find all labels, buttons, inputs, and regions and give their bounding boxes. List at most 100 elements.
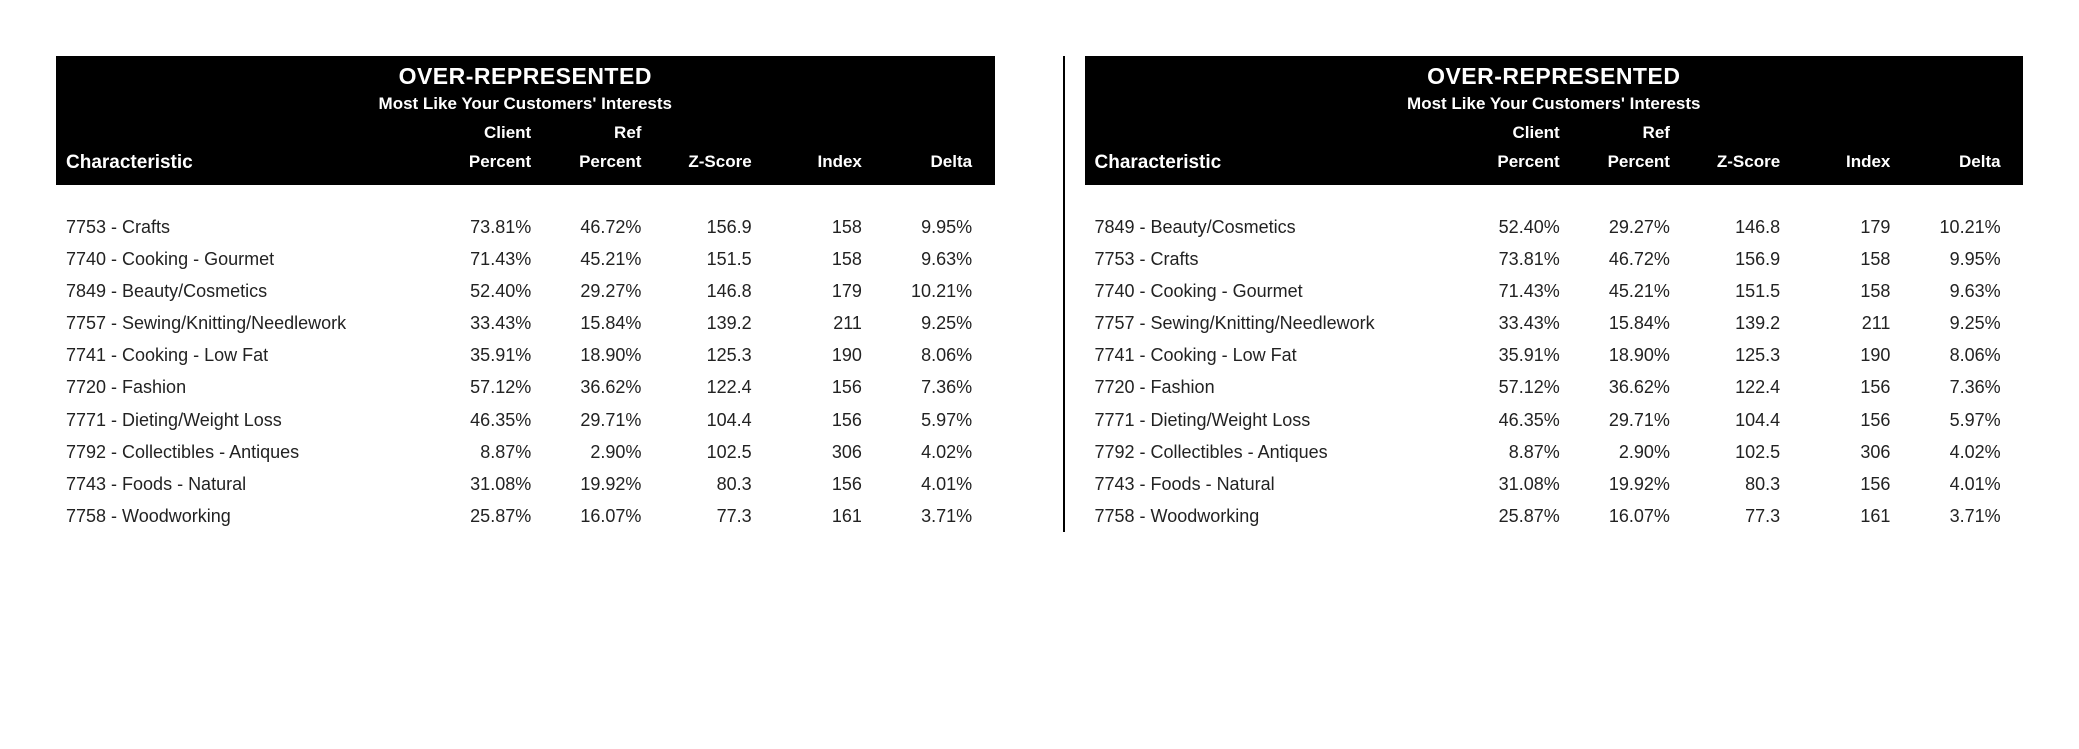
cell-zscore: 156.9 (641, 214, 751, 240)
cell-zscore: 77.3 (641, 503, 751, 529)
cell-client-percent: 52.40% (421, 278, 531, 304)
table-row: 7720 - Fashion57.12%36.62%122.41567.36% (56, 371, 995, 403)
table-row: 7792 - Collectibles - Antiques8.87%2.90%… (56, 436, 995, 468)
header-subtitle: Most Like Your Customers' Interests (1095, 93, 2014, 114)
cell-index: 156 (752, 407, 862, 433)
cell-characteristic: 7758 - Woodworking (66, 503, 421, 529)
cell-characteristic: 7792 - Collectibles - Antiques (1095, 439, 1450, 465)
cell-client-percent: 73.81% (1450, 246, 1560, 272)
cell-index: 211 (1780, 310, 1890, 336)
cell-ref-percent: 36.62% (531, 374, 641, 400)
cell-characteristic: 7743 - Foods - Natural (1095, 471, 1450, 497)
cell-delta: 10.21% (1890, 214, 2000, 240)
page: OVER-REPRESENTED Most Like Your Customer… (0, 0, 2079, 572)
cell-index: 158 (1780, 246, 1890, 272)
col-ref-percent: Percent (531, 151, 641, 175)
cell-ref-percent: 29.71% (531, 407, 641, 433)
cell-index: 156 (752, 374, 862, 400)
cell-client-percent: 46.35% (1450, 407, 1560, 433)
cell-ref-percent: 15.84% (1560, 310, 1670, 336)
cell-delta: 9.95% (862, 214, 972, 240)
cell-zscore: 125.3 (1670, 342, 1780, 368)
cell-client-percent: 31.08% (421, 471, 531, 497)
table-header: OVER-REPRESENTED Most Like Your Customer… (1085, 56, 2024, 185)
cell-delta: 3.71% (862, 503, 972, 529)
cell-client-percent: 8.87% (421, 439, 531, 465)
cell-delta: 4.01% (1890, 471, 2000, 497)
cell-zscore: 139.2 (641, 310, 751, 336)
cell-index: 158 (752, 214, 862, 240)
table-row: 7741 - Cooking - Low Fat35.91%18.90%125.… (1085, 339, 2024, 371)
cell-client-percent: 33.43% (421, 310, 531, 336)
cell-delta: 4.02% (1890, 439, 2000, 465)
table-body-right: 7849 - Beauty/Cosmetics52.40%29.27%146.8… (1085, 185, 2024, 532)
col-zscore: Z-Score (1670, 151, 1780, 175)
cell-client-percent: 71.43% (1450, 278, 1560, 304)
col-ref-percent: Percent (1560, 151, 1670, 175)
cell-characteristic: 7740 - Cooking - Gourmet (1095, 278, 1450, 304)
table-row: 7753 - Crafts73.81%46.72%156.91589.95% (1085, 243, 2024, 275)
cell-ref-percent: 29.71% (1560, 407, 1670, 433)
cell-ref-percent: 36.62% (1560, 374, 1670, 400)
header-subtitle: Most Like Your Customers' Interests (66, 93, 985, 114)
cell-index: 156 (1780, 471, 1890, 497)
table-row: 7771 - Dieting/Weight Loss46.35%29.71%10… (56, 404, 995, 436)
cell-characteristic: 7849 - Beauty/Cosmetics (66, 278, 421, 304)
col-delta: Delta (862, 151, 972, 175)
cell-delta: 9.63% (1890, 278, 2000, 304)
cell-delta: 9.63% (862, 246, 972, 272)
table-row: 7849 - Beauty/Cosmetics52.40%29.27%146.8… (56, 275, 995, 307)
cell-index: 158 (752, 246, 862, 272)
table-row: 7758 - Woodworking25.87%16.07%77.31613.7… (1085, 500, 2024, 532)
col-index: Index (1780, 151, 1890, 175)
cell-client-percent: 57.12% (421, 374, 531, 400)
cell-zscore: 156.9 (1670, 246, 1780, 272)
cell-client-percent: 46.35% (421, 407, 531, 433)
cell-client-percent: 35.91% (421, 342, 531, 368)
table-row: 7849 - Beauty/Cosmetics52.40%29.27%146.8… (1085, 211, 2024, 243)
cell-delta: 5.97% (1890, 407, 2000, 433)
table-row: 7743 - Foods - Natural31.08%19.92%80.315… (1085, 468, 2024, 500)
cell-client-percent: 57.12% (1450, 374, 1560, 400)
cell-client-percent: 33.43% (1450, 310, 1560, 336)
panel-left: OVER-REPRESENTED Most Like Your Customer… (56, 56, 1015, 532)
cell-zscore: 139.2 (1670, 310, 1780, 336)
col-delta: Delta (1890, 151, 2000, 175)
cell-ref-percent: 46.72% (531, 214, 641, 240)
cell-ref-percent: 2.90% (1560, 439, 1670, 465)
cell-characteristic: 7771 - Dieting/Weight Loss (66, 407, 421, 433)
cell-ref-percent: 15.84% (531, 310, 641, 336)
table-row: 7757 - Sewing/Knitting/Needlework33.43%1… (1085, 307, 2024, 339)
table-row: 7740 - Cooking - Gourmet71.43%45.21%151.… (56, 243, 995, 275)
cell-index: 211 (752, 310, 862, 336)
cell-client-percent: 8.87% (1450, 439, 1560, 465)
cell-index: 156 (752, 471, 862, 497)
cell-delta: 10.21% (862, 278, 972, 304)
table-body-left: 7753 - Crafts73.81%46.72%156.91589.95%77… (56, 185, 995, 532)
cell-ref-percent: 46.72% (1560, 246, 1670, 272)
cell-index: 156 (1780, 374, 1890, 400)
cell-ref-percent: 45.21% (1560, 278, 1670, 304)
cell-index: 161 (752, 503, 862, 529)
table-header: OVER-REPRESENTED Most Like Your Customer… (56, 56, 995, 185)
panel-right: OVER-REPRESENTED Most Like Your Customer… (1063, 56, 2024, 532)
cell-zscore: 80.3 (641, 471, 751, 497)
cell-zscore: 104.4 (641, 407, 751, 433)
cell-characteristic: 7741 - Cooking - Low Fat (1095, 342, 1450, 368)
cell-delta: 9.95% (1890, 246, 2000, 272)
cell-zscore: 122.4 (1670, 374, 1780, 400)
cell-characteristic: 7758 - Woodworking (1095, 503, 1450, 529)
col-client-label: Client (1450, 122, 1560, 143)
cell-delta: 5.97% (862, 407, 972, 433)
col-client-percent: Percent (421, 151, 531, 175)
cell-characteristic: 7792 - Collectibles - Antiques (66, 439, 421, 465)
cell-index: 179 (752, 278, 862, 304)
cell-delta: 9.25% (1890, 310, 2000, 336)
cell-client-percent: 35.91% (1450, 342, 1560, 368)
cell-characteristic: 7771 - Dieting/Weight Loss (1095, 407, 1450, 433)
cell-client-percent: 25.87% (421, 503, 531, 529)
table-row: 7740 - Cooking - Gourmet71.43%45.21%151.… (1085, 275, 2024, 307)
cell-characteristic: 7753 - Crafts (66, 214, 421, 240)
cell-characteristic: 7849 - Beauty/Cosmetics (1095, 214, 1450, 240)
col-characteristic: Characteristic (66, 151, 421, 175)
